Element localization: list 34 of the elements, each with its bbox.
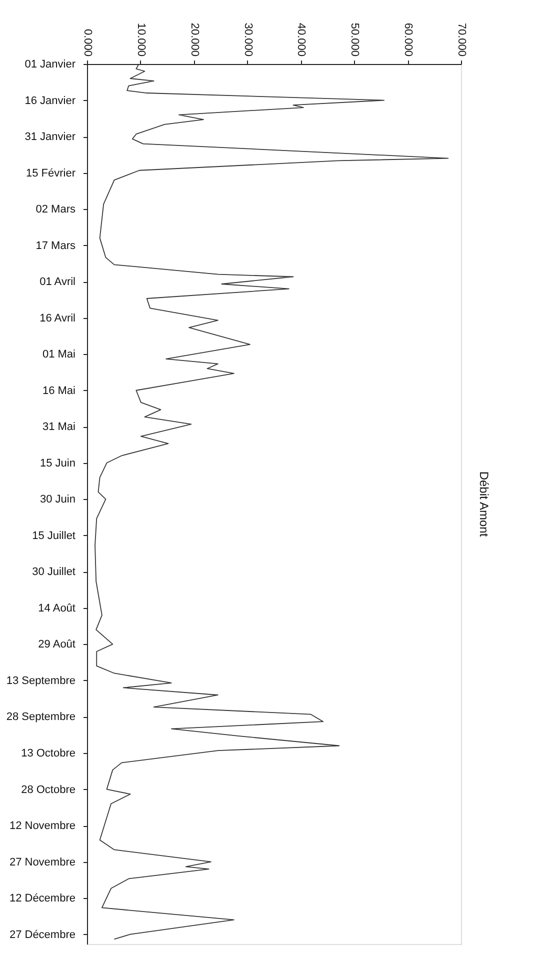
y-tick-label: 30 Juillet [32,566,76,578]
y-tick-label: 28 Septembre [6,711,76,724]
y-tick-label: 01 Janvier [24,58,76,70]
x-tick-label: 0.000 [82,28,94,56]
x-tick-label: 60.000 [402,22,414,56]
y-tick-label: 02 Mars [36,204,76,216]
y-tick-label: 16 Janvier [24,94,76,107]
x-tick-label: 50.000 [348,22,361,56]
y-tick-label: 01 Mai [42,348,76,361]
y-tick-label: 16 Mai [42,384,76,397]
y-tick-label: 01 Avril [40,276,76,288]
y-tick-label: 15 Juin [40,457,76,470]
y-tick-label: 15 Février [26,167,76,180]
x-tick-label: 20.000 [188,22,200,56]
x-tick-label: 30.000 [242,22,254,56]
y-tick-label: 31 Janvier [24,131,76,144]
y-tick-label: 15 Juillet [32,530,76,542]
x-tick-label: 70.000 [456,22,468,56]
y-tick-label: 12 Décembre [9,892,76,905]
y-tick-label: 14 Août [38,602,76,614]
y-tick-label: 16 Avril [40,312,76,324]
x-tick-label: 10.000 [134,22,147,56]
x-tick-label: 40.000 [295,22,308,56]
y-tick-label: 13 Septembre [6,674,76,687]
y-tick-label: 27 Décembre [9,928,76,941]
y-tick-label: 31 Mai [42,421,76,434]
y-tick-label: 28 Octobre [21,784,76,796]
y-tick-label: 27 Novembre [9,856,76,868]
text: Débit Amont [477,471,491,538]
y-tick-label: 12 Novembre [9,820,76,832]
y-tick-label: 17 Mars [36,240,76,252]
y-tick-label: 13 Octobre [21,748,76,760]
y-tick-label: 29 Août [38,638,76,651]
y-tick-label: 30 Juin [40,494,76,506]
